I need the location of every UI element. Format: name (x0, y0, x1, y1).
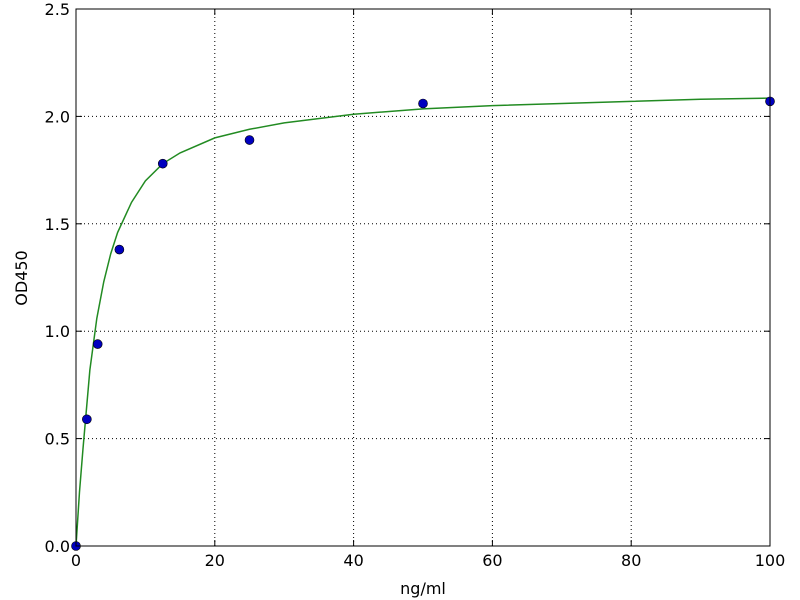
data-point (244, 135, 255, 145)
plot-frame (75, 8, 771, 547)
data-point (82, 414, 92, 425)
data-point (157, 158, 168, 169)
x-tick-label: 40 (343, 551, 363, 570)
x-tick-label: 0 (71, 551, 81, 570)
data-point (92, 339, 103, 349)
y-axis-label: OD450 (12, 250, 31, 305)
data-point (418, 98, 428, 109)
y-tick-label: 2.5 (45, 0, 70, 19)
x-tick-label: 100 (755, 551, 786, 570)
y-tick-label: 2.0 (45, 107, 70, 126)
x-tick-label: 80 (621, 551, 641, 570)
y-tick-label: 0.5 (45, 430, 70, 449)
x-axis-label: ng/ml (400, 579, 446, 598)
y-tick-label: 0.0 (45, 537, 70, 556)
y-tick-label: 1.5 (45, 215, 70, 234)
data-point (114, 244, 125, 255)
x-tick-label: 60 (482, 551, 502, 570)
y-tick-label: 1.0 (45, 322, 70, 341)
x-tick-label: 20 (205, 551, 225, 570)
